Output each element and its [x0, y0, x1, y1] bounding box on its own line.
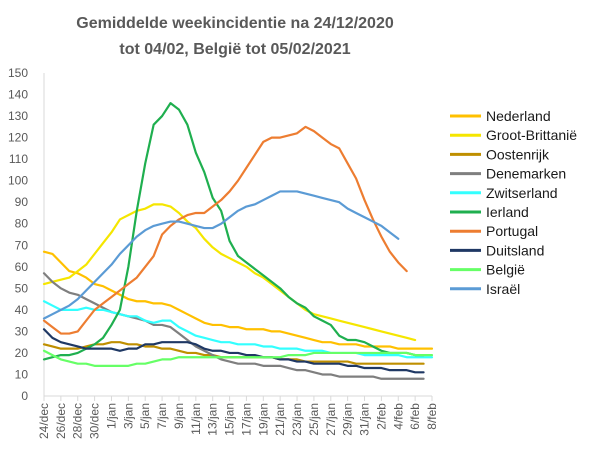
x-tick-label: 7/jan	[155, 403, 169, 429]
y-tick-label: 30	[15, 324, 29, 338]
x-tick-label: 8/feb	[425, 403, 439, 430]
chart-title-line-1: Gemiddelde weekincidentie na 24/12/2020	[76, 15, 394, 32]
legend-label: Nederland	[486, 108, 551, 124]
x-tick-label: 23/jan	[290, 403, 304, 436]
y-tick-label: 50	[15, 281, 29, 295]
y-tick-label: 150	[8, 66, 28, 80]
x-tick-label: 6/feb	[408, 403, 422, 430]
x-tick-label: 30/dec	[88, 403, 102, 439]
x-tick-label: 11/jan	[189, 403, 203, 435]
series-line-Israël	[42, 190, 400, 320]
y-tick-label: 130	[8, 109, 28, 123]
legend: Nederland Groot-Brittanië Oostenrijk Denema…	[450, 108, 577, 297]
y-tick-label: 0	[21, 389, 28, 403]
y-tick-label: 140	[8, 88, 28, 102]
x-tick-label: 17/jan	[239, 403, 253, 436]
legend-label: Ierland	[486, 204, 529, 220]
x-tick-label: 29/jan	[341, 403, 355, 436]
legend-label: Israël	[486, 281, 520, 297]
x-tick-label: 21/jan	[273, 403, 287, 436]
x-tick-label: 2/feb	[374, 403, 388, 430]
y-tick-label: 80	[15, 217, 29, 231]
y-tick-label: 110	[9, 152, 28, 166]
y-tick-label: 60	[15, 260, 29, 274]
x-tick-label: 15/jan	[223, 403, 237, 436]
y-tick-label: 120	[8, 131, 28, 145]
x-tick-label: 27/jan	[324, 403, 338, 436]
legend-label: Denemarken	[486, 166, 566, 182]
legend-label: België	[486, 262, 525, 278]
series-line-Nederland	[42, 250, 434, 350]
axes: 0 10 20 30 40 50 60 70 80 90 100 110 120 130 140 150 24/…	[8, 66, 439, 439]
series-line-Ierland	[42, 102, 425, 361]
x-tick-label: 3/jan	[121, 403, 135, 429]
x-tick-label: 1/jan	[104, 403, 118, 429]
legend-label: Duitsland	[486, 242, 544, 258]
x-tick-label: 5/jan	[138, 403, 152, 429]
series-line-Zwitserland	[42, 300, 434, 359]
series-lines	[42, 102, 434, 380]
y-tick-label: 10	[15, 367, 29, 381]
legend-label: Zwitserland	[486, 185, 558, 201]
legend-label: Portugal	[486, 223, 538, 239]
series-line-Duitsland	[42, 328, 425, 374]
x-tick-label: 26/dec	[54, 403, 68, 439]
y-tick-label: 40	[15, 303, 29, 317]
x-tick-label: 9/jan	[172, 403, 186, 429]
y-tick-label: 90	[15, 195, 29, 209]
x-tick-label: 28/dec	[71, 403, 85, 439]
y-tick-label: 20	[15, 346, 29, 360]
legend-label: Oostenrijk	[486, 146, 550, 162]
x-tick-label: 4/feb	[391, 403, 405, 430]
x-tick-label: 13/jan	[206, 403, 220, 436]
x-tick-label: 31/jan	[358, 403, 372, 436]
series-line-Groot-Brittanië	[42, 203, 417, 342]
y-tick-label: 70	[15, 238, 29, 252]
series-line-Portugal	[42, 125, 408, 335]
y-tick-label: 100	[8, 174, 28, 188]
x-tick-label: 25/jan	[307, 403, 321, 436]
chart-title-line-2: tot 04/02, België tot 05/02/2021	[119, 41, 351, 58]
x-tick-label: 24/dec	[37, 403, 51, 439]
legend-label: Groot-Brittanië	[486, 127, 577, 143]
x-tick-label: 19/jan	[256, 403, 270, 436]
series-line-België	[42, 349, 434, 367]
